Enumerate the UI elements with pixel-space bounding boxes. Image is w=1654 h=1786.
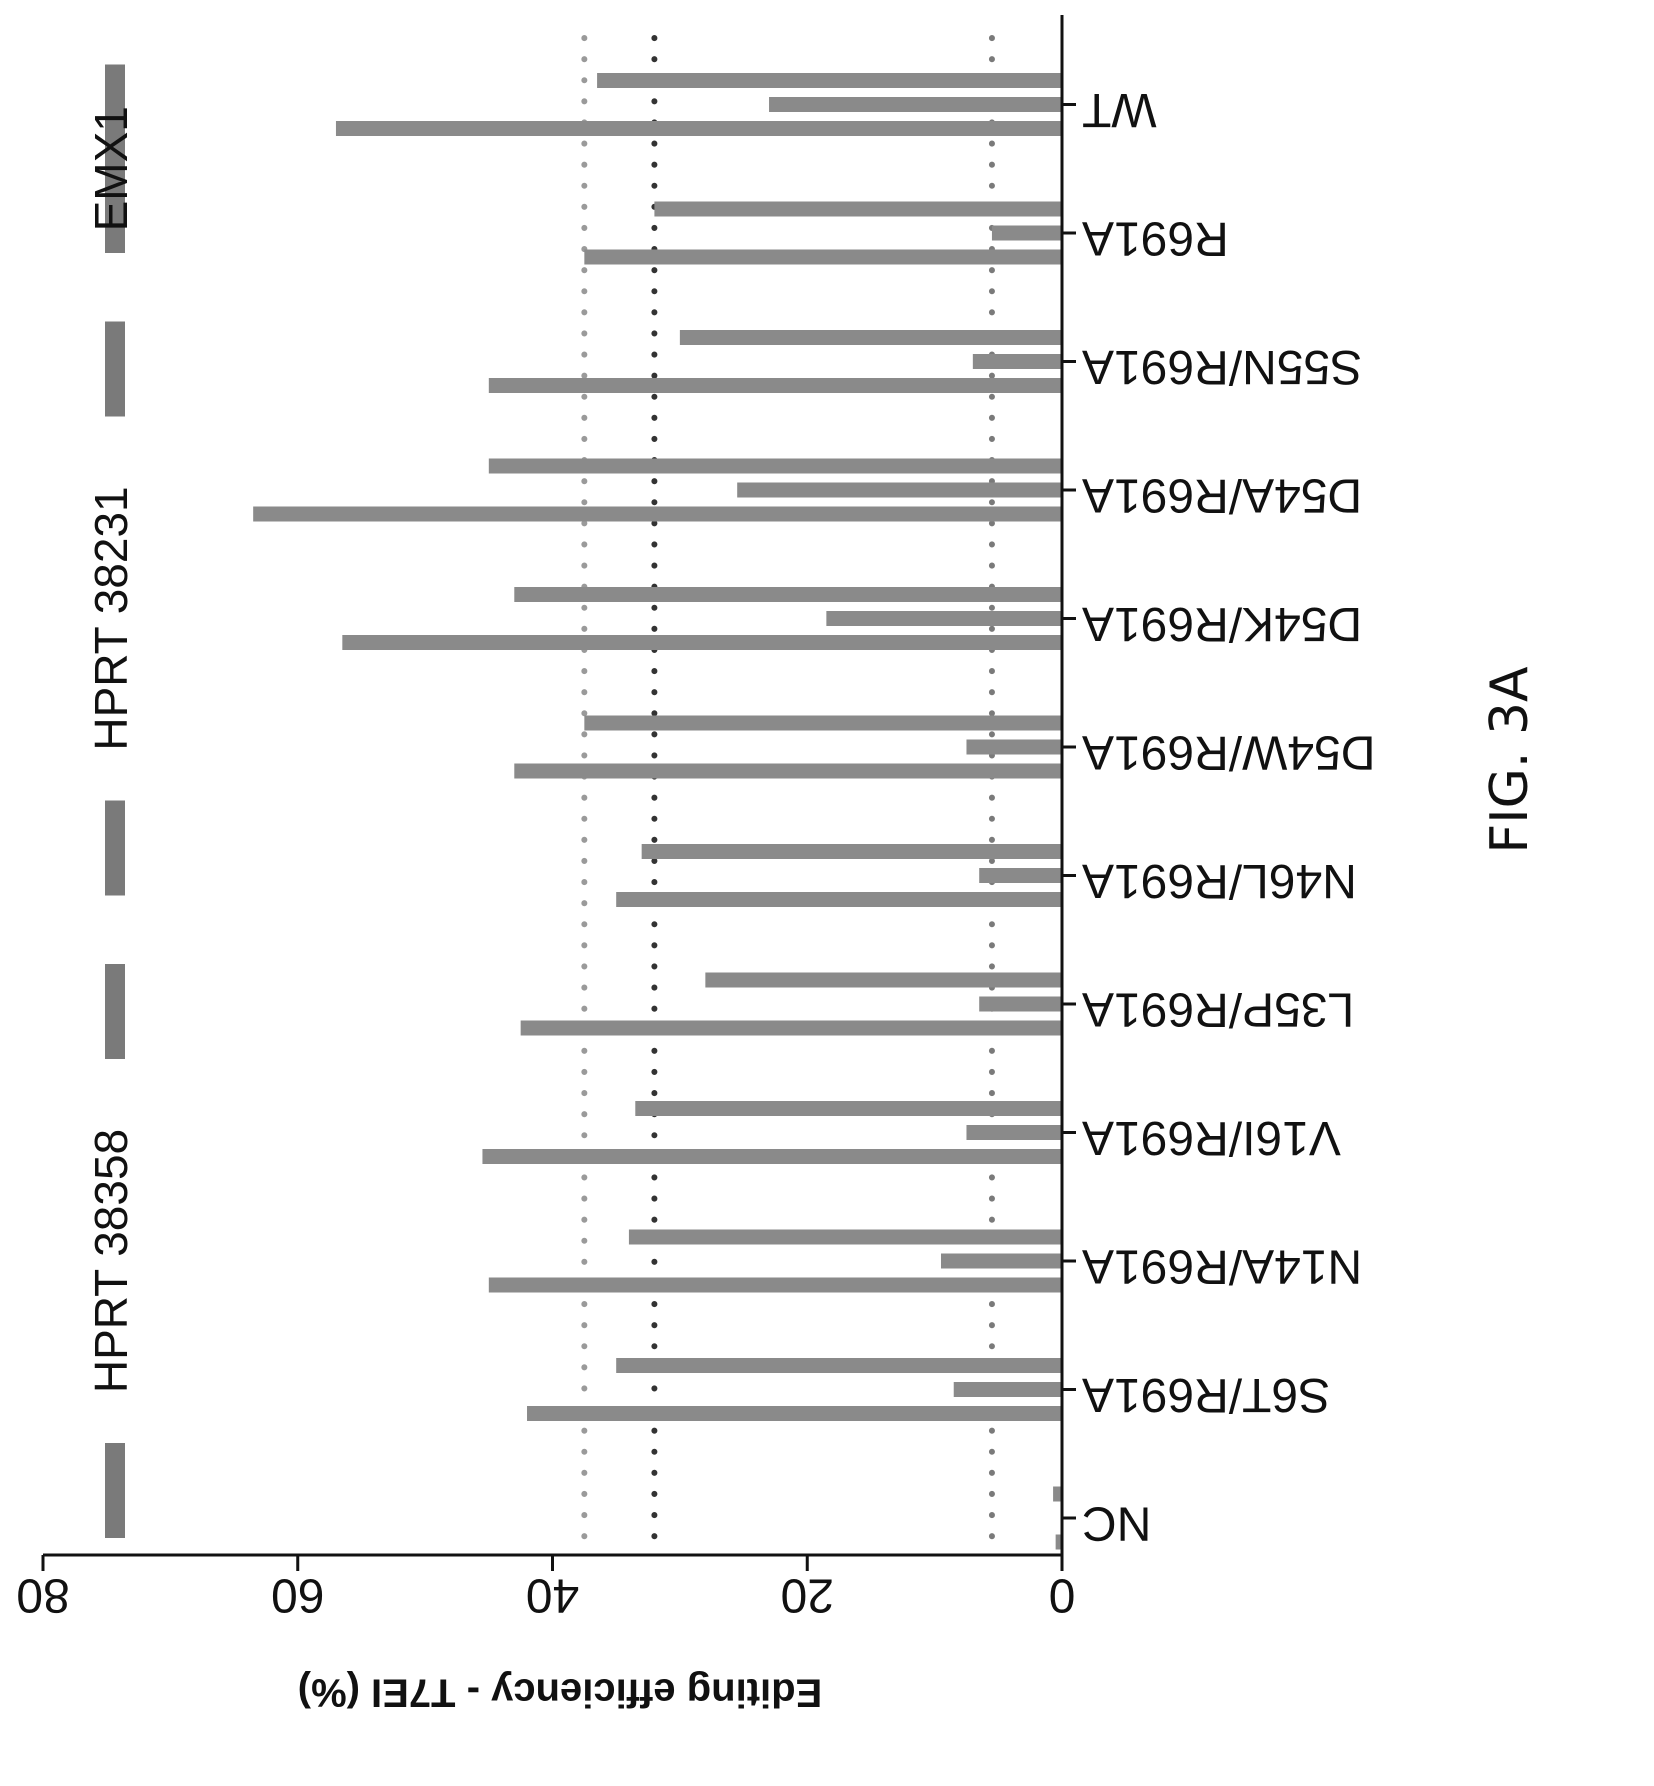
value-tick-label-group: 0 xyxy=(1049,1568,1076,1621)
category-tick-label-group: NC xyxy=(1082,1496,1151,1549)
category-tick-label-group: D54K/R691A xyxy=(1082,597,1362,650)
category-tick-label: S6T/R691A xyxy=(1082,1368,1330,1421)
value-tick-label-group: 40 xyxy=(526,1568,579,1621)
bar xyxy=(482,1149,1063,1164)
bar xyxy=(940,1253,1062,1269)
value-tick-label: 60 xyxy=(271,1568,324,1621)
bar xyxy=(584,249,1062,265)
category-tick-label: N46L/R691A xyxy=(1082,854,1357,907)
category-tick-label-group: R691A xyxy=(1082,211,1229,264)
bar xyxy=(616,1358,1062,1373)
category-tick-label-group: S55N/R691A xyxy=(1082,340,1362,393)
axes xyxy=(41,15,1076,1571)
bar xyxy=(641,844,1062,859)
bar xyxy=(972,354,1062,369)
bar xyxy=(253,506,1062,522)
bar xyxy=(597,73,1062,88)
tick-labels: 0 20 40 60 80 NC S6T/R691A N14A/R691A V16I/R691A… xyxy=(16,83,1375,1622)
bar xyxy=(342,635,1062,650)
group-bracket-end xyxy=(105,1443,125,1538)
value-tick-label-group: 80 xyxy=(16,1568,69,1621)
bar xyxy=(826,611,1062,626)
bar xyxy=(679,330,1062,345)
bar xyxy=(1053,1486,1062,1502)
y-axis-title-group: Editing efficiency - T7EI (%) xyxy=(298,1670,823,1714)
bar xyxy=(654,201,1062,217)
bar xyxy=(335,121,1062,136)
bar xyxy=(635,1101,1062,1116)
bar xyxy=(705,972,1062,988)
category-tick-label: S55N/R691A xyxy=(1082,340,1362,393)
category-tick-label: N14A/R691A xyxy=(1082,1239,1362,1292)
y-axis-title: Editing efficiency - T7EI (%) xyxy=(298,1670,823,1714)
group-bracket-end xyxy=(105,321,125,417)
group-label: HPRT 38231 xyxy=(85,486,137,750)
bar xyxy=(488,378,1062,393)
category-tick-label: WT xyxy=(1082,83,1157,136)
group-label-group: HPRT 38358 xyxy=(85,1129,137,1393)
group-label-group: EMX1 xyxy=(85,106,137,231)
group-label: HPRT 38358 xyxy=(85,1129,137,1393)
value-tick-label: 80 xyxy=(16,1568,69,1621)
bars xyxy=(253,73,1063,1550)
category-tick-label: D54A/R691A xyxy=(1082,468,1362,521)
bar xyxy=(979,996,1062,1012)
group-brackets: HPRT 38358 HPRT 38231 EMX1 xyxy=(85,64,137,1538)
category-tick-label-group: V16I/R691A xyxy=(1082,1111,1341,1164)
bar xyxy=(616,892,1062,907)
category-tick-label: D54K/R691A xyxy=(1082,597,1362,650)
bar xyxy=(769,97,1062,112)
value-tick-label: 0 xyxy=(1049,1568,1076,1621)
figure-label: FIG. 3A xyxy=(1480,666,1540,854)
category-tick-label-group: D54A/R691A xyxy=(1082,468,1362,521)
bar xyxy=(991,225,1062,241)
bar xyxy=(953,1382,1062,1397)
category-tick-label-group: WT xyxy=(1082,83,1157,136)
group-bracket-end xyxy=(105,800,125,896)
bar xyxy=(966,739,1062,755)
category-tick-label: L35P/R691A xyxy=(1082,982,1354,1035)
category-tick-label: D54W/R691A xyxy=(1082,725,1375,778)
reference-lines xyxy=(581,35,995,1558)
group-bracket-end xyxy=(105,158,125,253)
category-tick-label: V16I/R691A xyxy=(1082,1111,1341,1164)
category-tick-label-group: N46L/R691A xyxy=(1082,854,1357,907)
group-label-group: HPRT 38231 xyxy=(85,486,137,750)
group-bracket-end xyxy=(105,64,125,160)
category-tick-label-group: N14A/R691A xyxy=(1082,1239,1362,1292)
bar xyxy=(488,1277,1062,1293)
category-tick-label-group: S6T/R691A xyxy=(1082,1368,1330,1421)
category-tick-label: R691A xyxy=(1082,211,1229,264)
bar xyxy=(527,1406,1062,1421)
bar xyxy=(979,868,1062,883)
bar xyxy=(584,715,1062,731)
bar xyxy=(520,1020,1062,1036)
bar xyxy=(628,1229,1062,1245)
category-tick-label-group: L35P/R691A xyxy=(1082,982,1354,1035)
bar xyxy=(1055,1534,1062,1550)
category-tick-label-group: D54W/R691A xyxy=(1082,725,1375,778)
bar xyxy=(514,763,1062,779)
bar xyxy=(737,482,1062,498)
value-tick-label: 40 xyxy=(526,1568,579,1621)
value-tick-label-group: 20 xyxy=(781,1568,834,1621)
bar xyxy=(966,1125,1062,1140)
value-tick-label: 20 xyxy=(781,1568,834,1621)
group-bracket-end xyxy=(105,964,125,1059)
category-tick-label: NC xyxy=(1082,1496,1151,1549)
bar xyxy=(488,458,1062,474)
group-label: EMX1 xyxy=(85,106,137,231)
value-tick-label-group: 60 xyxy=(271,1568,324,1621)
bar xyxy=(514,587,1062,602)
